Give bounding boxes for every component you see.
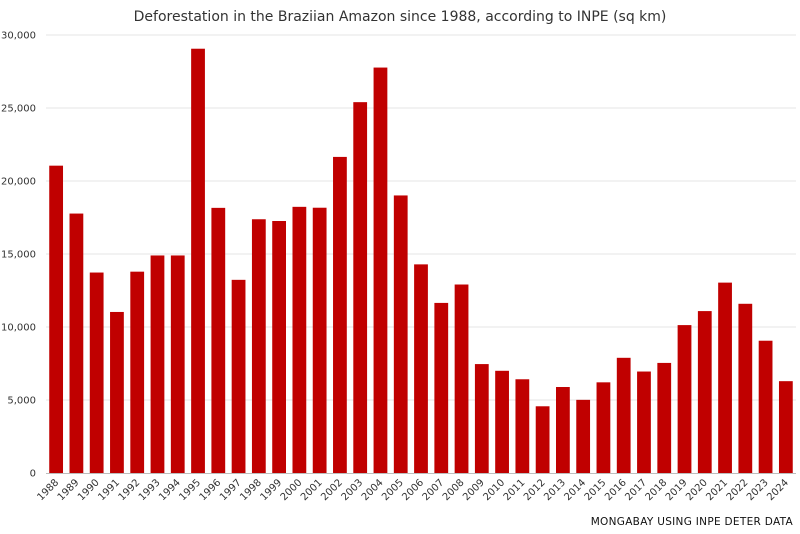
bar-1996 [211,207,226,474]
x-tick-label: 2010 [481,477,507,503]
x-tick-label: 1995 [177,477,203,503]
y-tick-label: 15,000 [1,250,36,261]
x-tick-label: 2022 [725,477,751,503]
x-tick-label: 2020 [684,477,710,503]
bar-2012 [535,406,550,473]
bar-1994 [170,255,185,473]
x-tick-label: 2002 [319,477,345,503]
bar-1997 [231,279,246,473]
x-tick-label: 2018 [644,477,670,503]
x-tick-label: 2003 [340,477,366,503]
x-tick-label: 2016 [603,477,629,503]
bar-2013 [556,387,570,473]
bar-1988 [49,165,64,474]
x-axis-ticks: 1988198919901991199219931994199519961997… [35,477,790,503]
x-tick-label: 2004 [360,477,386,503]
x-tick-label: 1997 [218,477,244,503]
bar-2019 [677,325,692,473]
bar-2018 [657,362,672,473]
bar-1990 [89,272,104,473]
chart-title: Deforestation in the Braziian Amazon sin… [134,9,667,25]
x-tick-label: 2019 [664,477,690,503]
y-axis-ticks: 0 5,000 10,000 15,000 20,000 25,000 30,000 [1,31,36,480]
bar-2023 [758,340,773,473]
bar-1999 [272,221,286,473]
bar-2022 [738,303,753,473]
bar-2003 [353,102,368,473]
y-tick-label: 10,000 [1,323,36,334]
bar-2014 [576,399,591,473]
x-tick-label: 2001 [299,477,325,503]
bar-1995 [191,48,205,473]
x-tick-label: 2008 [441,477,467,503]
bar-2011 [515,379,530,473]
bar-2010 [495,370,509,473]
x-tick-label: 2014 [563,477,589,503]
bar-2024 [778,381,793,473]
x-tick-label: 2023 [745,477,771,503]
bar-2015 [596,382,611,473]
source-credit: MONGABAY USING INPE DETER DATA [591,516,794,528]
x-tick-label: 2015 [583,477,609,503]
x-tick-label: 1999 [258,477,284,503]
x-tick-label: 2012 [522,477,548,503]
bar-1991 [110,311,124,473]
x-tick-label: 1992 [117,477,143,503]
bar-2016 [616,357,631,473]
bar-2008 [454,284,469,473]
x-tick-label: 2005 [380,477,406,503]
bar-1993 [150,255,165,473]
x-tick-label: 1990 [76,477,102,503]
bar-2017 [637,371,651,473]
y-tick-label: 30,000 [1,31,36,42]
bar-2006 [414,264,428,473]
bar-2009 [474,364,489,473]
bar-2021 [718,282,732,473]
bar-2002 [333,156,347,473]
y-tick-label: 20,000 [1,177,36,188]
bar-2000 [292,206,307,473]
x-tick-label: 2024 [765,477,791,503]
y-tick-label: 5,000 [7,396,36,407]
x-tick-label: 2009 [461,477,487,503]
bar-1989 [69,213,84,473]
x-tick-label: 2011 [502,477,528,503]
x-tick-label: 1991 [96,477,122,503]
x-tick-label: 2013 [542,477,568,503]
bar-2007 [434,302,449,473]
x-tick-label: 1988 [35,477,61,503]
x-tick-label: 2017 [623,477,649,503]
bar-1998 [251,219,266,473]
x-tick-label: 1998 [238,477,264,503]
y-tick-label: 0 [30,469,36,480]
bars [49,48,793,474]
bar-2001 [312,207,327,473]
x-tick-label: 2021 [704,477,730,503]
bar-2020 [697,311,712,473]
x-tick-label: 1993 [137,477,163,503]
x-tick-label: 1996 [198,477,224,503]
x-tick-label: 2006 [400,477,426,503]
bar-2005 [393,195,408,473]
y-tick-label: 25,000 [1,104,36,115]
bar-2004 [373,67,388,473]
bar-1992 [130,271,145,473]
x-tick-label: 1994 [157,477,183,503]
x-tick-label: 2000 [279,477,305,503]
x-tick-label: 2007 [421,477,447,503]
x-tick-label: 1989 [56,477,82,503]
